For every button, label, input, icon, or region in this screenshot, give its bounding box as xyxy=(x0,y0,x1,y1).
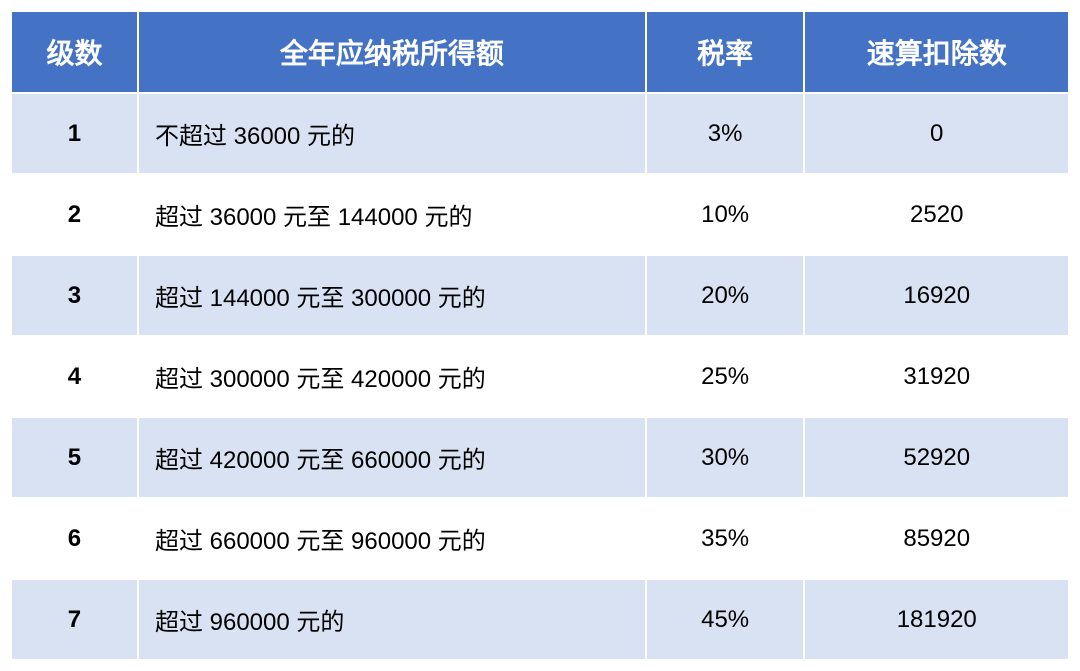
cell-rate: 30% xyxy=(646,417,805,498)
cell-deduct: 181920 xyxy=(804,579,1069,660)
cell-level: 7 xyxy=(11,579,138,660)
table-row: 6 超过 660000 元至 960000 元的 35% 85920 xyxy=(11,498,1069,579)
cell-deduct: 16920 xyxy=(804,255,1069,336)
cell-rate: 35% xyxy=(646,498,805,579)
tax-table: 级数 全年应纳税所得额 税率 速算扣除数 1 不超过 36000 元的 3% 0… xyxy=(10,10,1070,661)
cell-level: 6 xyxy=(11,498,138,579)
cell-rate: 10% xyxy=(646,174,805,255)
cell-level: 4 xyxy=(11,336,138,417)
table-row: 7 超过 960000 元的 45% 181920 xyxy=(11,579,1069,660)
cell-level: 5 xyxy=(11,417,138,498)
cell-desc: 超过 36000 元至 144000 元的 xyxy=(138,174,646,255)
header-deduct: 速算扣除数 xyxy=(804,11,1069,93)
cell-deduct: 31920 xyxy=(804,336,1069,417)
cell-deduct: 52920 xyxy=(804,417,1069,498)
header-level: 级数 xyxy=(11,11,138,93)
cell-deduct: 85920 xyxy=(804,498,1069,579)
cell-deduct: 2520 xyxy=(804,174,1069,255)
tax-table-container: 级数 全年应纳税所得额 税率 速算扣除数 1 不超过 36000 元的 3% 0… xyxy=(10,10,1070,661)
cell-level: 3 xyxy=(11,255,138,336)
table-row: 1 不超过 36000 元的 3% 0 xyxy=(11,93,1069,174)
cell-level: 2 xyxy=(11,174,138,255)
cell-rate: 45% xyxy=(646,579,805,660)
table-row: 4 超过 300000 元至 420000 元的 25% 31920 xyxy=(11,336,1069,417)
header-rate: 税率 xyxy=(646,11,805,93)
table-row: 3 超过 144000 元至 300000 元的 20% 16920 xyxy=(11,255,1069,336)
cell-deduct: 0 xyxy=(804,93,1069,174)
cell-desc: 超过 960000 元的 xyxy=(138,579,646,660)
cell-desc: 不超过 36000 元的 xyxy=(138,93,646,174)
cell-rate: 3% xyxy=(646,93,805,174)
cell-rate: 25% xyxy=(646,336,805,417)
cell-desc: 超过 420000 元至 660000 元的 xyxy=(138,417,646,498)
table-row: 5 超过 420000 元至 660000 元的 30% 52920 xyxy=(11,417,1069,498)
table-body: 1 不超过 36000 元的 3% 0 2 超过 36000 元至 144000… xyxy=(11,93,1069,660)
cell-desc: 超过 144000 元至 300000 元的 xyxy=(138,255,646,336)
cell-desc: 超过 300000 元至 420000 元的 xyxy=(138,336,646,417)
cell-rate: 20% xyxy=(646,255,805,336)
table-header-row: 级数 全年应纳税所得额 税率 速算扣除数 xyxy=(11,11,1069,93)
cell-level: 1 xyxy=(11,93,138,174)
table-row: 2 超过 36000 元至 144000 元的 10% 2520 xyxy=(11,174,1069,255)
header-desc: 全年应纳税所得额 xyxy=(138,11,646,93)
cell-desc: 超过 660000 元至 960000 元的 xyxy=(138,498,646,579)
